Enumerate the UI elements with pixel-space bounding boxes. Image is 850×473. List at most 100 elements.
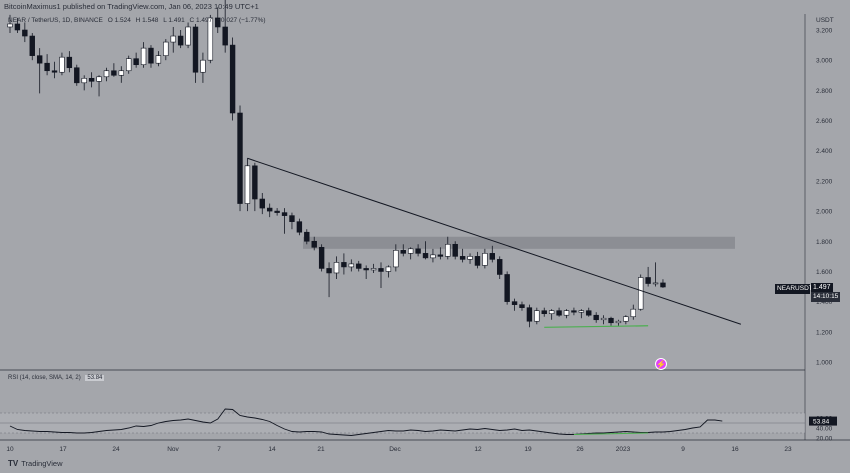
candle-body xyxy=(370,268,377,271)
candle-body xyxy=(177,35,184,46)
candle-body xyxy=(155,55,162,64)
candle-body xyxy=(326,268,332,274)
candle-body xyxy=(593,314,599,321)
candle-body xyxy=(207,17,214,61)
candle-body xyxy=(623,316,629,322)
candle-body xyxy=(222,26,228,46)
symbol-price-tag: NEARUSDT xyxy=(775,284,813,294)
bar-countdown: 14:10:15 xyxy=(811,292,841,302)
candle-body xyxy=(237,112,243,204)
candle-body xyxy=(652,282,659,285)
candle-body xyxy=(118,70,125,76)
candle-body xyxy=(459,256,466,260)
rsi-legend: RSI (14, close, SMA, 14, 2) 53.84 xyxy=(8,375,107,381)
candle-body xyxy=(341,262,347,268)
candle-body xyxy=(44,62,50,72)
rsi-value: 53.84 xyxy=(85,375,105,381)
candle-body xyxy=(630,308,636,318)
logo-text: TradingView xyxy=(21,459,63,468)
candle-body xyxy=(163,41,169,56)
ohlc-low: L 1.491 xyxy=(163,17,185,24)
candle-body xyxy=(556,310,562,316)
candle-body xyxy=(22,29,28,37)
candle-body xyxy=(215,17,221,28)
candle-body xyxy=(266,207,273,212)
candle-body xyxy=(126,58,132,72)
time-axis-label: 2023 xyxy=(616,446,631,453)
price-tick-label: 3.000 xyxy=(816,58,833,65)
candle-body xyxy=(274,210,280,213)
resistance-zone xyxy=(303,236,735,249)
candle-body xyxy=(600,317,607,321)
time-axis: 10 17 24 Nov 7 14 21 Dec 12 19 26 2023 9 16 23 xyxy=(6,446,792,453)
candle-body xyxy=(437,254,444,257)
support-line xyxy=(544,325,649,328)
candle-body xyxy=(608,317,614,324)
candle-body xyxy=(586,310,592,316)
candle-body xyxy=(534,310,540,322)
candle-body xyxy=(497,259,503,275)
candle-body xyxy=(14,23,21,31)
candle-body xyxy=(259,198,265,209)
candle-body xyxy=(393,250,399,268)
candle-body xyxy=(422,253,429,259)
time-axis-label: 14 xyxy=(268,446,276,453)
candle-body xyxy=(660,282,666,288)
candle-body xyxy=(348,263,355,268)
ohlc-close: C 1.497 xyxy=(189,17,213,24)
price-tick-label: 1.400 xyxy=(816,299,833,306)
rsi-label[interactable]: RSI (14, close, SMA, 14, 2) xyxy=(8,375,81,381)
candle-body xyxy=(400,250,406,254)
price-scale-area[interactable] xyxy=(805,0,850,473)
time-axis-label: 21 xyxy=(317,446,325,453)
candle-body xyxy=(185,26,191,46)
candle-body xyxy=(526,307,533,322)
candle-body xyxy=(363,268,369,271)
candle-body xyxy=(103,70,110,78)
candle-body xyxy=(615,320,622,324)
candle-body xyxy=(541,310,547,315)
descending-trendline xyxy=(247,157,742,325)
candle-body xyxy=(170,35,176,43)
time-axis-label: 24 xyxy=(112,446,120,453)
time-axis-label: 9 xyxy=(681,446,685,453)
price-tick-label: 2.200 xyxy=(816,178,833,185)
support-line-segment xyxy=(544,325,649,328)
time-axis-label: 16 xyxy=(731,446,739,453)
candle-body xyxy=(333,262,340,274)
time-axis-label: 10 xyxy=(6,446,14,453)
candle-body xyxy=(474,256,481,266)
candle-body xyxy=(407,248,414,254)
candle-body xyxy=(318,247,325,269)
price-tick-label: 2.000 xyxy=(816,209,833,216)
candle-body xyxy=(36,55,43,64)
tradingview-logo[interactable]: TV TradingView xyxy=(8,459,63,468)
candle-body xyxy=(7,23,13,28)
rsi-tick-label: 40.00 xyxy=(816,426,833,433)
candle-body xyxy=(133,58,139,66)
published-line: BitcoinMaximus1 published on TradingView… xyxy=(4,2,259,11)
time-axis-label: 12 xyxy=(474,446,482,453)
candle-body xyxy=(563,310,570,316)
symbol-info: NEAR / TetherUS, 1D, BINANCE O 1.524 H 1… xyxy=(8,17,269,24)
currency-label[interactable]: USDT xyxy=(816,17,834,24)
time-axis-label: 23 xyxy=(784,446,792,453)
candle-body xyxy=(511,301,518,305)
lightning-icon[interactable]: ⚡ xyxy=(655,358,667,370)
time-axis-label: 26 xyxy=(576,446,584,453)
candle-body xyxy=(571,310,577,313)
ohlc-open: O 1.524 xyxy=(107,17,131,24)
price-tick-label: 3.200 xyxy=(816,28,833,35)
candle-body xyxy=(637,277,644,310)
ohlc-high: H 1.548 xyxy=(135,17,159,24)
ohlc-change: −0.027 (−1.77%) xyxy=(217,17,266,24)
candle-body xyxy=(140,47,147,66)
candle-body xyxy=(200,59,206,73)
symbol-label[interactable]: NEAR / TetherUS, 1D, BINANCE xyxy=(8,17,103,24)
time-axis-label: 7 xyxy=(217,446,221,453)
candle-body xyxy=(81,77,87,84)
candle-body xyxy=(385,266,392,272)
